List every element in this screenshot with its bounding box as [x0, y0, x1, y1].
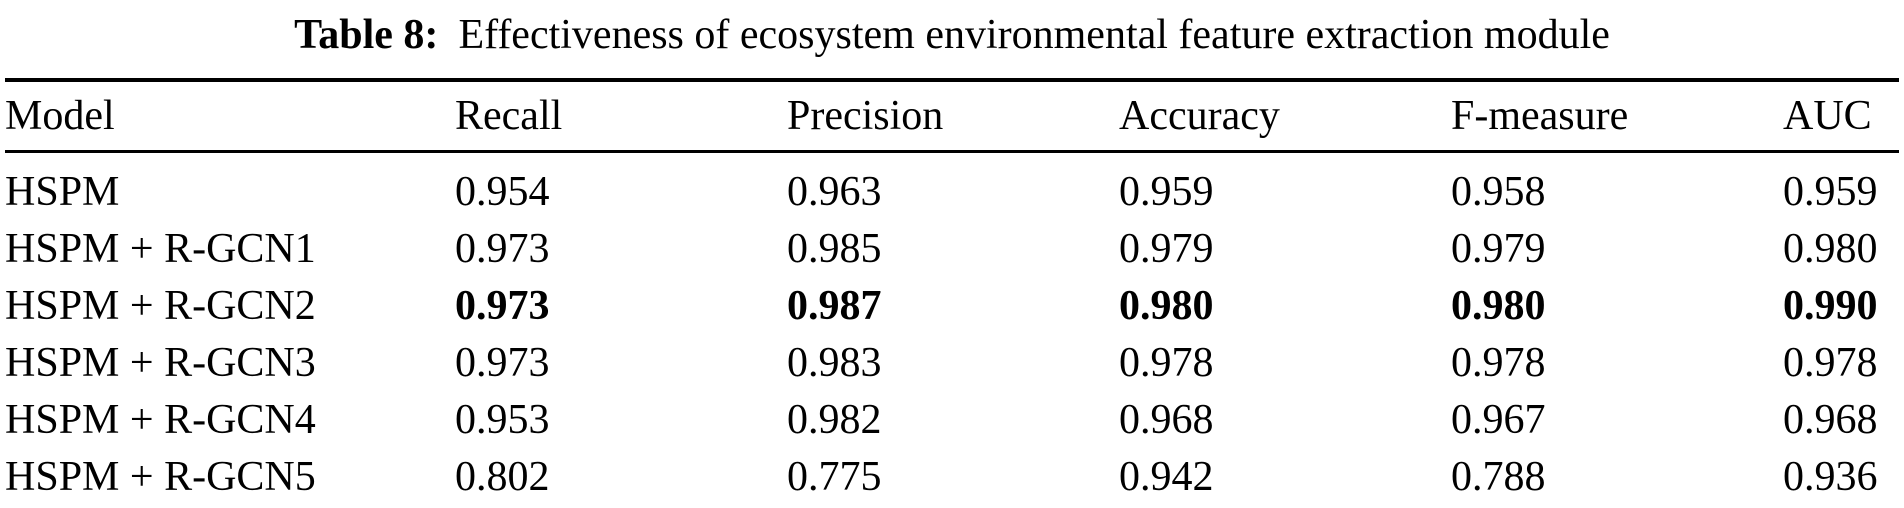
table-row: HSPM + R-GCN3 0.973 0.983 0.978 0.978 0.… — [5, 334, 1899, 391]
auc-value: 0.990 — [1783, 282, 1878, 329]
table-body: HSPM 0.954 0.963 0.959 0.958 0.959 HSPM … — [5, 152, 1899, 508]
auc-value: 0.980 — [1783, 225, 1878, 272]
f-measure-value: 0.980 — [1451, 282, 1546, 329]
table-caption-text: Effectiveness of ecosystem environmental… — [458, 12, 1610, 58]
header-row: Model Recall Precision Accuracy F-measur… — [5, 80, 1899, 152]
auc-value: 0.978 — [1783, 339, 1878, 386]
precision-value: 0.987 — [787, 282, 882, 329]
model-name: HSPM — [5, 168, 120, 215]
table-row: HSPM + R-GCN4 0.953 0.982 0.968 0.967 0.… — [5, 391, 1899, 448]
precision-value: 0.983 — [787, 339, 882, 386]
accuracy-value: 0.978 — [1119, 339, 1214, 386]
table-row: HSPM + R-GCN5 0.802 0.775 0.942 0.788 0.… — [5, 448, 1899, 508]
recall-value: 0.973 — [455, 225, 550, 272]
auc-value: 0.936 — [1783, 453, 1878, 500]
recall-value: 0.973 — [455, 282, 550, 329]
table-caption-label: Table 8: — [294, 12, 439, 58]
model-name: HSPM + R-GCN1 — [5, 225, 316, 272]
recall-value: 0.973 — [455, 339, 550, 386]
recall-value: 0.954 — [455, 168, 550, 215]
column-header-accuracy: Accuracy — [1119, 93, 1280, 139]
results-table: Model Recall Precision Accuracy F-measur… — [5, 78, 1899, 508]
f-measure-value: 0.967 — [1451, 396, 1546, 443]
recall-value: 0.953 — [455, 396, 550, 443]
precision-value: 0.982 — [787, 396, 882, 443]
precision-value: 0.963 — [787, 168, 882, 215]
accuracy-value: 0.942 — [1119, 453, 1214, 500]
model-name: HSPM + R-GCN2 — [5, 282, 316, 329]
precision-value: 0.985 — [787, 225, 882, 272]
column-header-f-measure: F-measure — [1451, 93, 1629, 139]
auc-value: 0.959 — [1783, 168, 1878, 215]
accuracy-value: 0.980 — [1119, 282, 1214, 329]
column-header-model: Model — [5, 93, 115, 139]
auc-value: 0.968 — [1783, 396, 1878, 443]
column-header-recall: Recall — [455, 93, 563, 139]
f-measure-value: 0.978 — [1451, 339, 1546, 386]
column-header-precision: Precision — [787, 93, 944, 139]
model-name: HSPM + R-GCN4 — [5, 396, 316, 443]
table-caption: Table 8: Effectiveness of ecosystem envir… — [0, 2, 1904, 68]
precision-value: 0.775 — [787, 453, 882, 500]
accuracy-value: 0.959 — [1119, 168, 1214, 215]
f-measure-value: 0.958 — [1451, 168, 1546, 215]
f-measure-value: 0.979 — [1451, 225, 1546, 272]
column-header-auc: AUC — [1783, 93, 1872, 139]
f-measure-value: 0.788 — [1451, 453, 1546, 500]
model-name: HSPM + R-GCN5 — [5, 453, 316, 500]
model-name: HSPM + R-GCN3 — [5, 339, 316, 386]
table-row: HSPM 0.954 0.963 0.959 0.958 0.959 — [5, 152, 1899, 221]
accuracy-value: 0.979 — [1119, 225, 1214, 272]
accuracy-value: 0.968 — [1119, 396, 1214, 443]
table-row: HSPM + R-GCN1 0.973 0.985 0.979 0.979 0.… — [5, 220, 1899, 277]
recall-value: 0.802 — [455, 453, 550, 500]
table-row-best: HSPM + R-GCN2 0.973 0.987 0.980 0.980 0.… — [5, 277, 1899, 334]
table-header: Model Recall Precision Accuracy F-measur… — [5, 80, 1899, 152]
